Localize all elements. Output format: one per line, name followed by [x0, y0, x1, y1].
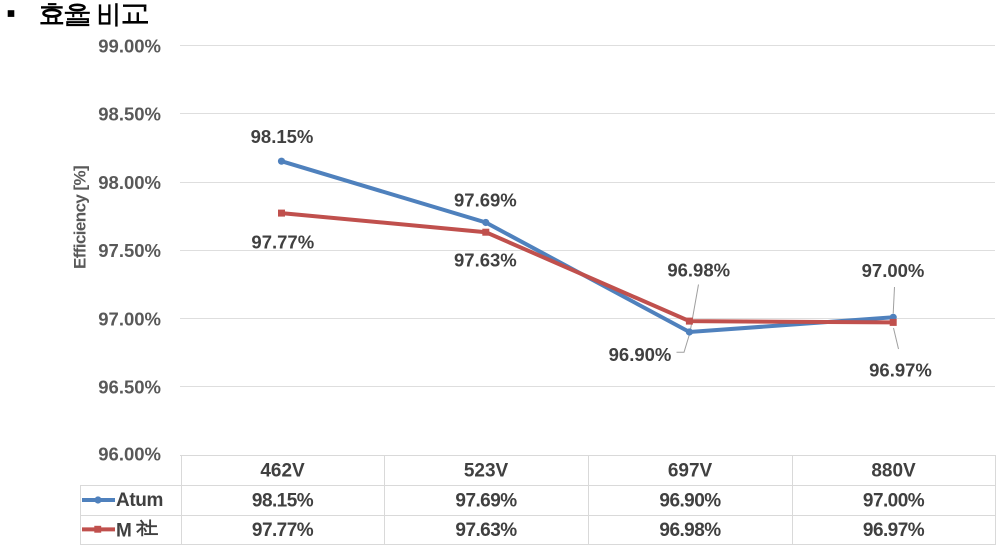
svg-text:96.90%: 96.90%	[609, 344, 672, 365]
svg-text:Efficiency [%]: Efficiency [%]	[70, 166, 89, 269]
svg-text:96.90%: 96.90%	[659, 491, 721, 512]
svg-text:96.00%: 96.00%	[98, 444, 161, 465]
svg-text:97.63%: 97.63%	[454, 250, 517, 271]
svg-text:880V: 880V	[871, 461, 916, 482]
svg-text:96.97%: 96.97%	[869, 360, 932, 381]
svg-text:96.50%: 96.50%	[98, 377, 161, 398]
svg-text:697V: 697V	[668, 461, 713, 482]
svg-text:462V: 462V	[260, 461, 305, 482]
svg-text:97.00%: 97.00%	[98, 308, 161, 329]
svg-text:98.50%: 98.50%	[98, 104, 161, 125]
svg-text:96.98%: 96.98%	[667, 260, 730, 281]
svg-text:98.15%: 98.15%	[252, 491, 314, 512]
svg-text:97.69%: 97.69%	[454, 190, 517, 211]
svg-text:99.00%: 99.00%	[98, 35, 161, 56]
svg-text:97.00%: 97.00%	[862, 260, 925, 281]
svg-text:Atum: Atum	[116, 490, 163, 511]
svg-text:97.00%: 97.00%	[863, 491, 925, 512]
svg-text:96.98%: 96.98%	[659, 520, 721, 541]
svg-text:98.00%: 98.00%	[98, 172, 161, 193]
svg-text:97.69%: 97.69%	[455, 491, 517, 512]
svg-text:97.50%: 97.50%	[98, 240, 161, 261]
svg-text:97.77%: 97.77%	[252, 520, 314, 541]
svg-text:M: M	[116, 520, 131, 541]
svg-text:97.77%: 97.77%	[251, 231, 314, 252]
svg-text:98.15%: 98.15%	[251, 126, 314, 147]
svg-text:97.63%: 97.63%	[455, 520, 517, 541]
svg-text:96.97%: 96.97%	[863, 520, 925, 541]
svg-text:523V: 523V	[464, 461, 509, 482]
